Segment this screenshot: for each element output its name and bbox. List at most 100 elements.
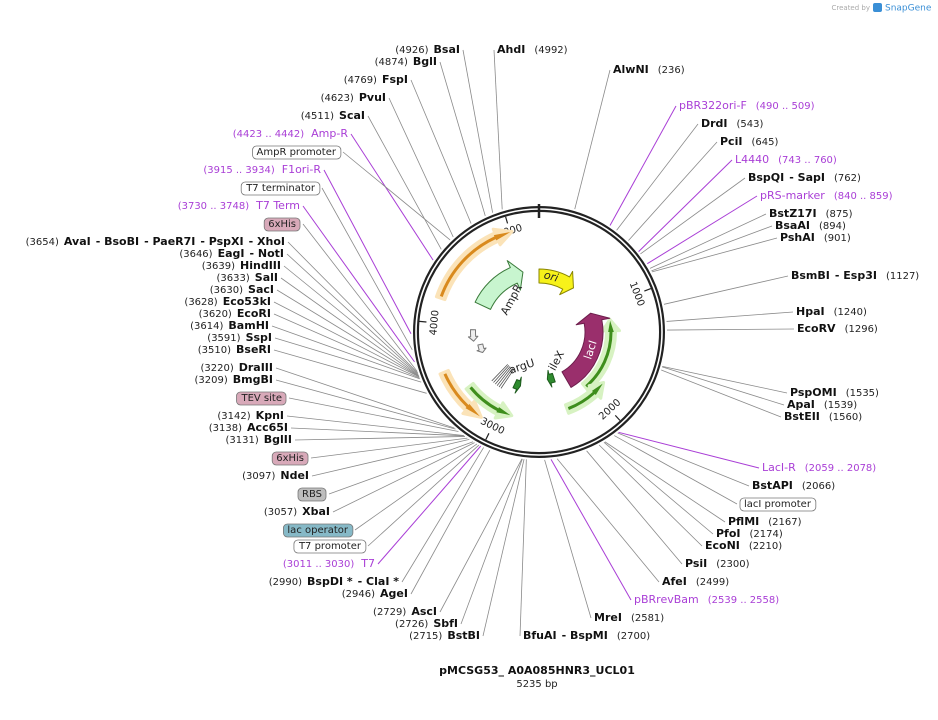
map-label: (3633) SalI — [217, 271, 278, 284]
label-line — [388, 97, 454, 238]
feature-name: AmpR promoter — [257, 147, 337, 158]
primer-range: (840 .. 859) — [834, 191, 893, 202]
label-line — [544, 459, 592, 619]
map-label: BspQI - SapI (762) — [748, 171, 861, 184]
map-label: PfoI (2174) — [716, 527, 783, 540]
position: (3628) — [184, 297, 217, 308]
map-label: (3915 .. 3934) F1ori-R — [203, 163, 321, 176]
label-line — [288, 397, 459, 432]
label-line — [550, 459, 632, 601]
map-label: (2946) AgeI — [342, 587, 408, 600]
map-label: 6xHis — [276, 453, 304, 464]
label-line — [273, 313, 420, 379]
map-label: BfuAI - BspMI (2700) — [523, 629, 650, 642]
label-line — [332, 442, 475, 513]
label-line — [666, 311, 794, 322]
position: (3220) — [200, 363, 233, 374]
map-label: TEV site — [240, 393, 282, 404]
label-line — [439, 61, 486, 216]
map-label: (3654) AvaI - BsoBI - PaeR7I - PspXI - XhoI — [26, 235, 285, 248]
label-line — [276, 289, 420, 377]
map-label: PciI (645) — [720, 135, 778, 148]
label-line — [651, 225, 773, 272]
enzyme-name: - Esp3I — [835, 269, 877, 282]
enzyme-name: BsaAI — [775, 219, 810, 232]
primer-name: pBR322ori-F — [679, 99, 747, 112]
enzyme-name: Acc65I — [247, 421, 288, 434]
enzyme-name: EcoRV — [797, 322, 836, 335]
labels: (4926) BsaI (4874) BglI (4769) FspI (4623) PvuI… — [26, 43, 920, 642]
position: (645) — [751, 137, 778, 148]
label-line — [604, 441, 726, 523]
enzyme-name: AlwNI — [613, 63, 649, 76]
enzyme-name: EcoRI — [237, 307, 271, 320]
map-label: PsiI (2300) — [685, 557, 750, 570]
feature-box — [263, 217, 301, 232]
feature-arrow — [467, 329, 479, 342]
map-label: L4440 (743 .. 760) — [735, 153, 837, 166]
enzyme-name: - NotI — [249, 247, 284, 260]
enzyme-name: NdeI — [280, 469, 309, 482]
enzyme-name: PciI — [720, 135, 742, 148]
enzyme-name: PflMI — [728, 515, 759, 528]
map-label: (3591) SspI — [207, 331, 272, 344]
feature-name: RBS — [302, 489, 322, 500]
label-line — [302, 205, 415, 363]
position: (4992) — [534, 45, 567, 56]
enzyme-name: SacI — [248, 283, 274, 296]
map-label: (4423 .. 4442) Amp-R — [233, 127, 349, 140]
enzyme-name: FspI — [382, 73, 408, 86]
label-line — [310, 437, 468, 459]
position: (894) — [819, 221, 846, 232]
position: (4874) — [375, 57, 408, 68]
enzyme-name: BamHI — [228, 319, 269, 332]
position: (2210) — [749, 541, 782, 552]
feature-box — [297, 487, 327, 502]
tick-mark — [614, 414, 621, 421]
position: (3097) — [242, 471, 275, 482]
enzyme-name: XbaI — [302, 505, 330, 518]
feature-line — [494, 366, 511, 385]
map-label: (4926) BsaI — [395, 43, 460, 56]
label-line — [616, 123, 699, 231]
feature-arrow — [546, 369, 556, 388]
enzyme-name: - PaeR7I — [144, 235, 195, 248]
feature-name: 6xHis — [268, 219, 296, 230]
label-line — [367, 444, 480, 547]
map-label: 6xHis — [268, 219, 296, 230]
label-line — [323, 169, 412, 334]
backbone: 10002000300040005000 — [413, 204, 665, 458]
feature-arrow — [567, 383, 603, 410]
label-line — [618, 431, 760, 469]
label-line — [598, 444, 703, 547]
primer-range: (4423 .. 4442) — [233, 129, 305, 140]
label-line — [586, 450, 683, 565]
map-label: (4874) BglI — [375, 55, 437, 68]
position: (1560) — [829, 412, 862, 423]
enzyme-name: BglI — [413, 55, 437, 68]
position: (1535) — [846, 388, 879, 399]
feature-arrow — [443, 373, 480, 417]
credit: Created by — [831, 4, 870, 12]
map-label: (3220) DraIII — [200, 361, 273, 374]
feature-line — [498, 368, 513, 388]
position: (3639) — [202, 261, 235, 272]
map-label: MreI (2581) — [594, 611, 664, 624]
feature-box — [283, 523, 354, 538]
primer-name: Amp-R — [311, 127, 348, 140]
position: (2167) — [768, 517, 801, 528]
map-label: (3097) NdeI — [242, 469, 309, 482]
enzyme-name: SbfI — [433, 617, 458, 630]
enzyme-name: BstZ17I — [769, 207, 817, 220]
feature-name: T7 terminator — [245, 183, 316, 194]
label-line — [283, 265, 419, 376]
enzyme-name: PvuI — [359, 91, 386, 104]
label-line — [294, 436, 466, 441]
label-line — [603, 441, 714, 535]
map-label: BstEII (1560) — [784, 410, 862, 423]
position: (1539) — [824, 400, 857, 411]
label-line — [609, 105, 677, 226]
position: (1240) — [834, 307, 867, 318]
label-line — [354, 443, 478, 531]
feature-name: T7 promoter — [298, 541, 362, 552]
